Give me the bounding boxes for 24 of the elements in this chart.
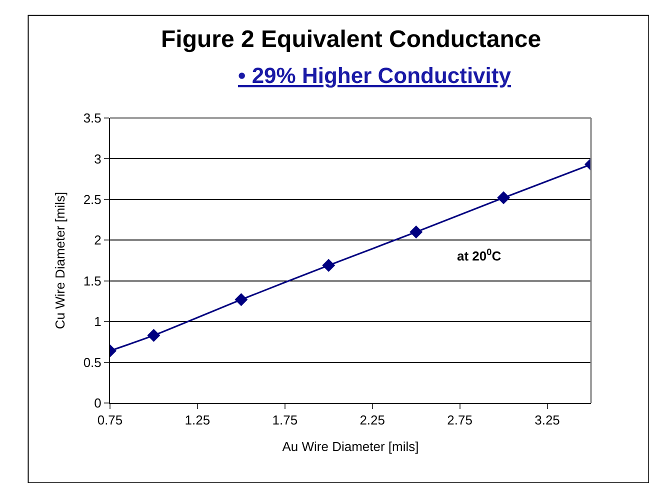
x-tick-label: 2.75 xyxy=(447,412,472,428)
y-tick-label: 3.5 xyxy=(83,110,102,126)
chart-subtitle: • 29% Higher Conductivity xyxy=(238,63,512,88)
y-tick-label: 0 xyxy=(94,396,102,411)
x-tick-label: 0.75 xyxy=(97,412,123,428)
y-tick-label: 1 xyxy=(94,314,102,330)
y-axis-title: Cu Wire Diameter [mils] xyxy=(52,192,68,330)
x-tick-label: 3.25 xyxy=(534,412,560,428)
point xyxy=(410,226,423,238)
y-tick-label: 2.5 xyxy=(83,192,102,207)
x-tick-label: 1.25 xyxy=(184,412,210,428)
point xyxy=(147,328,160,342)
point xyxy=(497,191,510,204)
point xyxy=(322,258,336,272)
y-tick-label: 0.5 xyxy=(83,354,102,370)
x-tick-label: 1.75 xyxy=(272,412,298,428)
x-axis-title: Au Wire Diameter [mils] xyxy=(282,439,419,454)
chart-title: Figure 2 Equivalent Conductance xyxy=(161,26,542,53)
annotation: at 20$^{0}$C xyxy=(457,247,502,264)
x-tick-label: 2.25 xyxy=(360,412,386,428)
y-tick-label: 3 xyxy=(94,151,102,166)
point xyxy=(234,293,248,306)
y-tick-label: 2 xyxy=(94,232,102,248)
y-tick-label: 1.5 xyxy=(83,273,102,288)
